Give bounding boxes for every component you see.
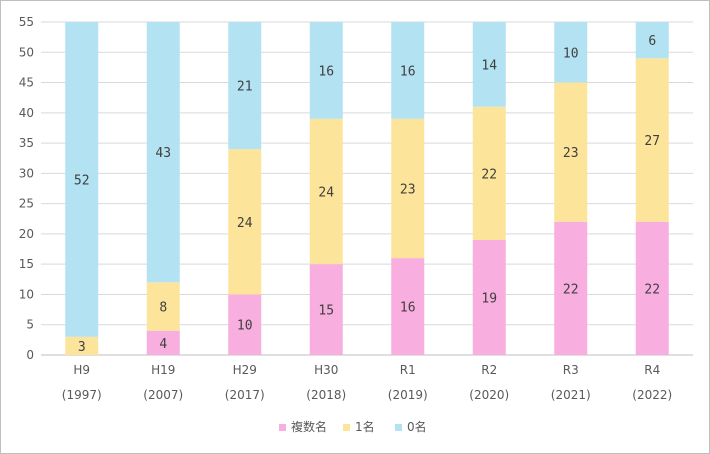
y-tick-label: 35 [19,136,34,150]
x-tick-label: R3 [563,363,579,377]
y-tick-label: 5 [26,318,34,332]
data-labels: 3 52 4 8 43 10 24 21 15 24 16 16 23 16 19 22 14 22 23 10 22 2… [74,34,660,355]
x-tick-sublabel: (1997) [62,388,102,402]
bar-segment [635,22,669,59]
x-tick-sublabel: (2017) [225,388,265,402]
bar-segment [472,22,506,107]
bar-segment [635,221,669,355]
data-label: 3 [78,340,86,355]
data-label: 23 [563,146,579,161]
bar-segment [146,22,180,283]
x-tick-sublabel: (2020) [469,388,509,402]
bar-segment [65,22,99,337]
bar-segment [391,118,425,259]
y-tick-label: 30 [19,166,34,180]
data-label: 43 [155,146,171,161]
data-label: 22 [644,282,660,297]
y-tick-label: 20 [19,227,34,241]
data-label: 19 [481,291,497,306]
y-tick-label: 10 [19,287,34,301]
bar-segment [635,58,669,222]
y-tick-label: 15 [19,257,34,271]
data-label: 14 [481,58,497,73]
bar-segment [228,22,262,150]
y-tick-label: 50 [19,45,34,59]
x-tick-sublabel: (2007) [143,388,183,402]
bars [65,22,669,355]
bar-segment [472,239,506,355]
data-label: 24 [237,216,253,231]
y-tick-label: 40 [19,106,34,120]
x-tick-label: R4 [644,363,660,377]
bar-segment [554,22,588,83]
data-label: 24 [318,186,334,201]
gridlines [41,21,693,356]
y-tick-label: 25 [19,197,34,211]
x-tick-sublabel: (2019) [388,388,428,402]
bar-segment [391,258,425,355]
bar-segment [309,264,343,355]
data-label: 4 [159,337,167,352]
data-label: 22 [481,167,497,182]
data-label: 10 [563,46,579,61]
y-axis: 0 5 10 15 20 25 30 35 40 45 50 55 [19,15,34,362]
x-tick-label: H19 [151,363,175,377]
data-label: 10 [237,319,253,334]
bar-segment [309,22,343,119]
y-tick-label: 45 [19,76,34,90]
legend-swatch [343,424,350,431]
data-label: 15 [318,304,334,319]
data-label: 21 [237,80,253,95]
bar-segment [554,82,588,222]
legend-label: 複数名 [291,419,327,434]
x-tick-label: H30 [314,363,338,377]
data-label: 16 [400,64,416,79]
data-label: 16 [400,301,416,316]
legend: 複数名 1名 0名 [279,419,427,434]
x-tick-sublabel: (2021) [551,388,591,402]
legend-swatch [279,424,286,431]
x-tick-sublabel: (2018) [306,388,346,402]
data-label: 6 [648,34,656,49]
data-label: 23 [400,183,416,198]
legend-label: 0名 [407,419,427,434]
bar-segment [228,149,262,295]
x-tick-label: R2 [481,363,497,377]
data-label: 27 [644,134,660,149]
bar-segment [146,282,180,331]
data-label: 8 [159,301,167,316]
x-tick-sublabel: (2022) [632,388,672,402]
bar-segment [472,106,506,240]
data-label: 22 [563,282,579,297]
x-tick-label: R1 [400,363,416,377]
data-label: 52 [74,173,90,188]
x-tick-label: H29 [233,363,257,377]
bar-segment [65,336,99,355]
x-tick-label: H9 [73,363,90,377]
bar-segment [146,330,180,355]
data-label: 16 [318,64,334,79]
bar-segment [228,294,262,355]
x-axis: H9 (1997) H19 (2007) H29 (2017) H30 (2018) R1 (20… [62,363,672,402]
bar-segment [309,118,343,265]
legend-label: 1名 [355,419,375,434]
y-tick-label: 0 [26,348,34,362]
bar-segment [391,22,425,119]
legend-swatch [395,424,402,431]
bar-segment [554,221,588,355]
y-tick-label: 55 [19,15,34,29]
